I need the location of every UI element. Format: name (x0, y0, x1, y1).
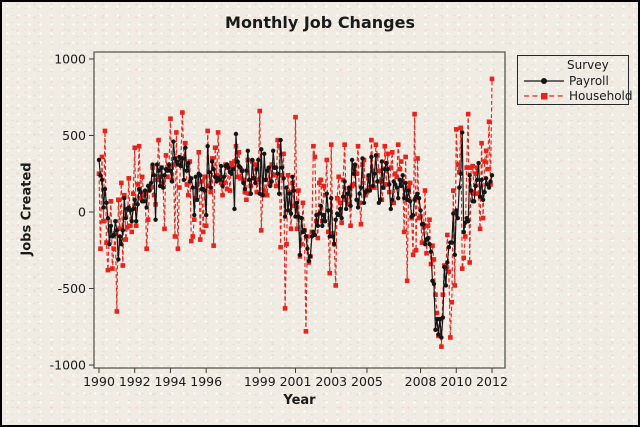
x-tick-label: 2012 (476, 374, 508, 389)
y-tick-label: -500 (58, 281, 86, 296)
legend-entry-payroll: Payroll (523, 73, 628, 88)
x-tick-label: 2005 (351, 374, 383, 389)
y-tick-label: 1000 (54, 52, 86, 67)
x-tick-label: 2008 (405, 374, 437, 389)
y-tick-label: 500 (62, 128, 86, 143)
x-tick-label: 1992 (119, 374, 151, 389)
x-tick-label: 2010 (440, 374, 472, 389)
x-axis-label: Year (283, 393, 316, 408)
y-tick-label: -1000 (50, 358, 86, 373)
chart-title: Monthly Job Changes (225, 13, 415, 32)
x-tick-label: 2003 (315, 374, 347, 389)
legend-label-payroll: Payroll (569, 73, 609, 88)
legend-entry-household: Household (523, 88, 633, 103)
household-line-sample-icon (524, 92, 564, 99)
legend: Survey Payroll Household (517, 55, 633, 105)
payroll-line-sample-icon (524, 77, 564, 84)
plot-frame (93, 51, 506, 369)
x-tick-label: 1994 (155, 374, 187, 389)
legend-label-household: Household (569, 88, 633, 103)
x-tick-label: 1996 (190, 374, 222, 389)
x-tick-label: 2001 (280, 374, 312, 389)
y-tick-label: 0 (78, 205, 86, 220)
legend-title: Survey (567, 58, 609, 72)
x-tick-label: 1990 (83, 374, 115, 389)
payroll-series (96, 130, 495, 340)
x-tick-label: 1999 (244, 374, 276, 389)
